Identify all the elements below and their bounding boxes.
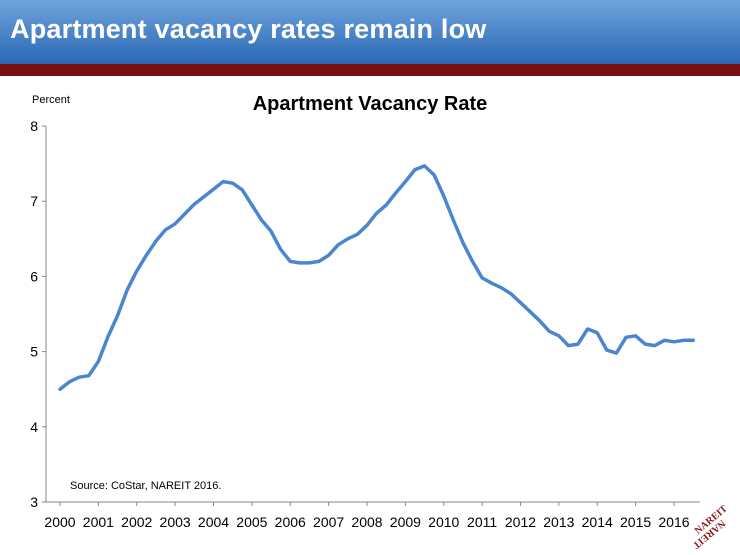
x-tick-label: 2015	[620, 514, 651, 530]
title-banner: Apartment vacancy rates remain low	[0, 0, 740, 64]
y-tick-label: 4	[30, 419, 38, 435]
x-tick-label: 2000	[44, 514, 75, 530]
x-tick-label: 2003	[160, 514, 191, 530]
banner-stripe	[0, 64, 740, 76]
x-tick-label: 2006	[275, 514, 306, 530]
chart-title: Apartment Vacancy Rate	[252, 93, 488, 115]
slide-title: Apartment vacancy rates remain low	[10, 14, 487, 44]
x-tick-label: 2016	[658, 514, 689, 530]
y-axis-unit-label: Percent	[32, 94, 70, 106]
x-tick-label: 2011	[467, 514, 497, 530]
x-tick-label: 2005	[236, 514, 267, 530]
x-tick-label: 2010	[428, 514, 459, 530]
x-tick-label: 2009	[390, 514, 421, 530]
x-tick-label: 2004	[198, 514, 229, 530]
x-tick-label: 2002	[121, 514, 152, 530]
y-tick-label: 5	[30, 344, 38, 360]
y-tick-label: 3	[30, 494, 38, 510]
x-tick-label: 2012	[505, 514, 536, 530]
y-tick-label: 7	[30, 193, 38, 209]
nareit-logo-icon: NAREIT NAREIT	[690, 505, 730, 549]
x-tick-label: 2007	[313, 514, 344, 530]
y-tick-label: 8	[30, 118, 38, 134]
x-tick-label: 2008	[351, 514, 382, 530]
vacancy-rate-line	[58, 164, 695, 391]
x-tick-label: 2014	[582, 514, 613, 530]
source-note: Source: CoStar, NAREIT 2016.	[70, 480, 222, 492]
x-tick-label: 2001	[83, 514, 114, 530]
y-tick-label: 6	[30, 268, 38, 284]
x-tick-label: 2013	[543, 514, 574, 530]
